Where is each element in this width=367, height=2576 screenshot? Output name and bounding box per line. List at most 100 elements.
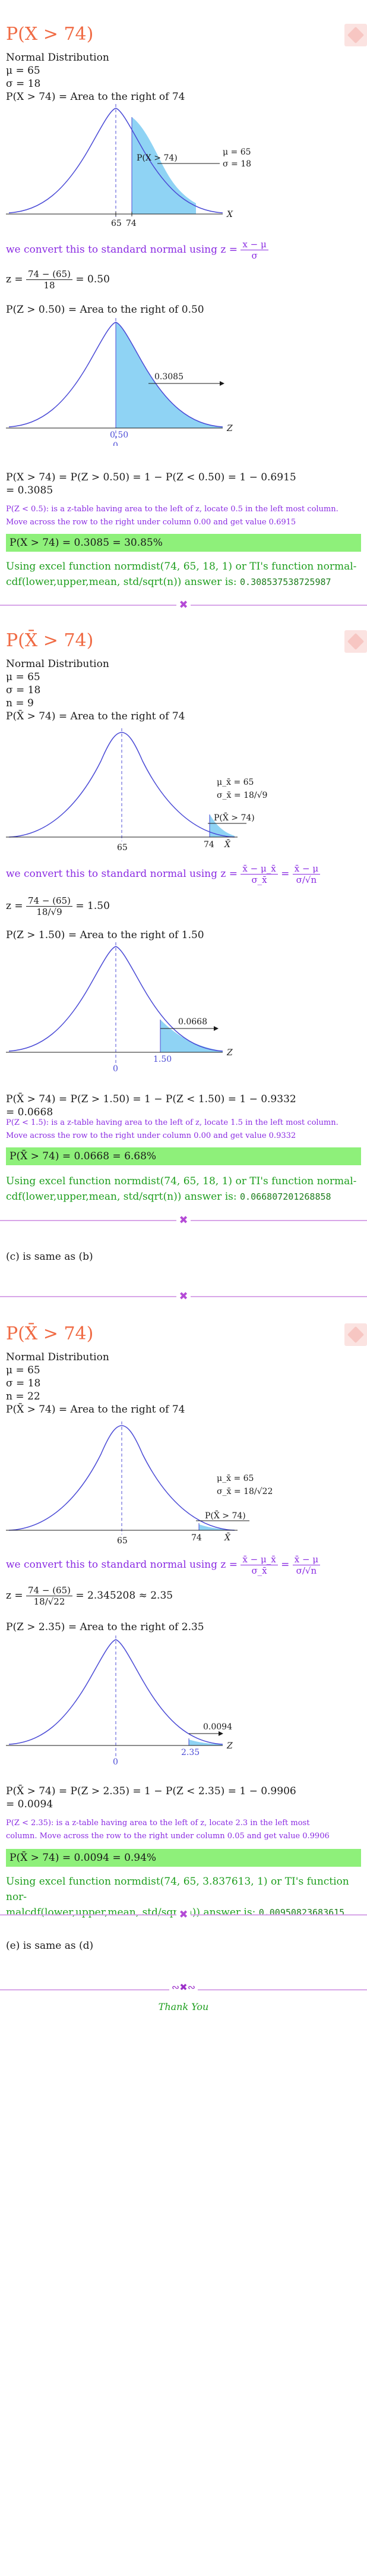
mu-value: μ = 65 — [6, 671, 40, 683]
axis-label: X — [226, 210, 233, 219]
convert-numerator-2: x̄ − μ — [292, 863, 321, 875]
shaded-area — [210, 814, 235, 837]
area-statement: P(X̄ > 74) = Area to the right of 74 — [6, 1404, 185, 1416]
normal-curve-graph: 65 74 P(X̄ > 74) μ_x̄ = 65 σ_x̄ = 18/√9 … — [6, 728, 267, 853]
z-lhs: z = — [6, 1590, 23, 1602]
excel-line-2: cdf(lower,upper,mean, std/sqrt(n)) answe… — [6, 576, 237, 588]
normal-curve-graph: 65 74 P(X > 74) μ = 65 σ = 18 X — [6, 104, 251, 228]
convert-fraction-2: x̄ − μ σ/√n — [292, 1554, 321, 1576]
convert-statement: we convert this to standard normal using… — [6, 1554, 321, 1576]
value-tick: 1.50 — [153, 1055, 172, 1064]
sigma-value: σ = 18 — [6, 1377, 41, 1389]
part-a-title: P(X > 74) — [6, 24, 94, 45]
sigma-label: σ = 18 — [223, 159, 251, 169]
convert-numerator-1: x̄ − μ_x̄ — [241, 863, 278, 875]
note-line-1: P(Z < 0.5): is a z-table having area to … — [6, 505, 338, 514]
shaded-area — [132, 117, 196, 214]
convert-equals: = — [281, 1559, 290, 1571]
convert-denominator-1: σ_x̄ — [251, 875, 267, 885]
z-area-statement: P(Z > 2.35) = Area to the right of 2.35 — [6, 1621, 204, 1633]
value-tick: 0.50 — [110, 430, 128, 440]
distribution-label: Normal Distribution — [6, 658, 109, 670]
z-table-note: P(Z < 0.5): is a z-table having area to … — [6, 503, 361, 529]
convert-statement: we convert this to standard normal using… — [6, 863, 321, 885]
note-line-1: P(Z < 1.5): is a z-table having area to … — [6, 1118, 338, 1127]
standard-normal-graph: 2.35 0 0.0094 Z — [6, 1635, 233, 1766]
z-rhs: = 0.50 — [75, 273, 110, 285]
mu-value: μ = 65 — [6, 1364, 40, 1376]
shaded-area — [189, 1740, 223, 1745]
shaded-area — [160, 1020, 223, 1052]
part-e-note: (e) is same as (d) — [6, 1940, 94, 1952]
n-value: n = 9 — [6, 697, 34, 709]
mean-tick: 65 — [111, 219, 122, 228]
excel-value: 0.308537538725987 — [240, 577, 331, 587]
convert-numerator-2: x̄ − μ — [292, 1554, 321, 1565]
result-line-1: P(X̄ > 74) = P(Z > 2.35) = 1 − P(Z < 2.3… — [6, 1785, 296, 1797]
convert-z: z = — [220, 244, 238, 256]
excel-line-2: cdf(lower,upper,mean, std/sqrt(n)) answe… — [6, 1191, 237, 1203]
excel-value: 0.066807201268858 — [240, 1191, 331, 1202]
excel-line-1: Using excel function normdist(74, 65, 3.… — [6, 1876, 349, 1903]
convert-text: we convert this to standard normal using — [6, 868, 217, 880]
footer-ornament-icon: ∾✖∾ — [0, 1981, 367, 1993]
mu-value: μ = 65 — [6, 65, 40, 77]
result-line-1: P(X̄ > 74) = P(Z > 1.50) = 1 − P(Z < 1.5… — [6, 1093, 296, 1105]
mu-label: μ_x̄ = 65 — [217, 1474, 254, 1483]
area-label: 0.0668 — [178, 1017, 207, 1027]
standard-normal-graph: 1.50 0 0.0668 Z — [6, 942, 233, 1073]
answer-box: P(X̄ > 74) = 0.0094 = 0.94% — [6, 1849, 361, 1867]
shaded-area — [199, 1524, 235, 1530]
z-fraction: 74 − (65) 18 — [26, 269, 72, 291]
divider-ornament-icon: ✖ — [176, 1213, 191, 1228]
convert-fraction: x − μ σ — [241, 239, 268, 261]
watermark-icon — [344, 630, 367, 653]
convert-fraction-2: x̄ − μ σ/√n — [292, 863, 321, 885]
axis-label: X̄ — [224, 839, 231, 850]
thank-you-text: Thank You — [158, 2001, 209, 2012]
area-statement: P(X̄ > 74) = Area to the right of 74 — [6, 710, 185, 722]
convert-equals: = — [281, 868, 290, 880]
watermark-icon — [344, 24, 367, 46]
bell-curve — [8, 1425, 235, 1531]
answer-box: P(X̄ > 74) = 0.0668 = 6.68% — [6, 1147, 361, 1165]
convert-statement: we convert this to standard normal using… — [6, 239, 268, 261]
bell-curve — [8, 108, 223, 213]
mean-tick: 0 — [113, 1757, 118, 1766]
convert-numerator: x − μ — [241, 239, 268, 250]
bell-curve — [8, 732, 235, 838]
z-computation: z = 74 − (65) 18 = 0.50 — [6, 269, 110, 291]
convert-z: z = — [220, 1559, 238, 1571]
area-label: 0.3085 — [154, 372, 184, 382]
convert-text: we convert this to standard normal using — [6, 244, 217, 256]
convert-fraction-1: x̄ − μ_x̄ σ_x̄ — [241, 1554, 278, 1576]
probability-label: P(X > 74) — [137, 153, 178, 163]
result-line-1: P(X > 74) = P(Z > 0.50) = 1 − P(Z < 0.50… — [6, 471, 296, 483]
distribution-label: Normal Distribution — [6, 52, 109, 64]
sigma-value: σ = 18 — [6, 684, 41, 696]
z-computation: z = 74 − (65) 18/√22 = 2.345208 ≈ 2.35 — [6, 1585, 173, 1607]
note-line-2: column. Move across the row to the right… — [6, 1832, 330, 1841]
mu-label: μ_x̄ = 65 — [217, 778, 254, 787]
z-lhs: z = — [6, 900, 23, 912]
z-fraction: 74 − (65) 18/√22 — [26, 1585, 72, 1607]
z-table-note: P(Z < 1.5): is a z-table having area to … — [6, 1116, 361, 1143]
convert-denominator-2: σ/√n — [296, 875, 317, 885]
z-area-statement: P(Z > 0.50) = Area to the right of 0.50 — [6, 304, 204, 316]
divider-ornament-icon: ✖ — [176, 1289, 191, 1304]
convert-denominator: σ — [251, 250, 258, 261]
z-lhs: z = — [6, 273, 23, 285]
z-denominator: 18 — [43, 280, 55, 291]
z-numerator: 74 − (65) — [26, 269, 72, 280]
value-tick: 2.35 — [181, 1748, 200, 1757]
axis-label: X̄ — [224, 1532, 231, 1543]
z-area-statement: P(Z > 1.50) = Area to the right of 1.50 — [6, 929, 204, 941]
note-line-2: Move across the row to the right under c… — [6, 518, 296, 527]
sigma-label: σ_x̄ = 18/√22 — [217, 1487, 273, 1496]
convert-numerator-1: x̄ − μ_x̄ — [241, 1554, 278, 1565]
value-tick: 74 — [191, 1533, 202, 1543]
probability-label: P(X̄ > 74) — [214, 812, 255, 823]
excel-value: 0.00950823683615 — [258, 1907, 345, 1918]
axis-label: Z — [226, 1741, 233, 1751]
standard-normal-graph: 0.50 0 0.3085 Z — [6, 318, 233, 446]
